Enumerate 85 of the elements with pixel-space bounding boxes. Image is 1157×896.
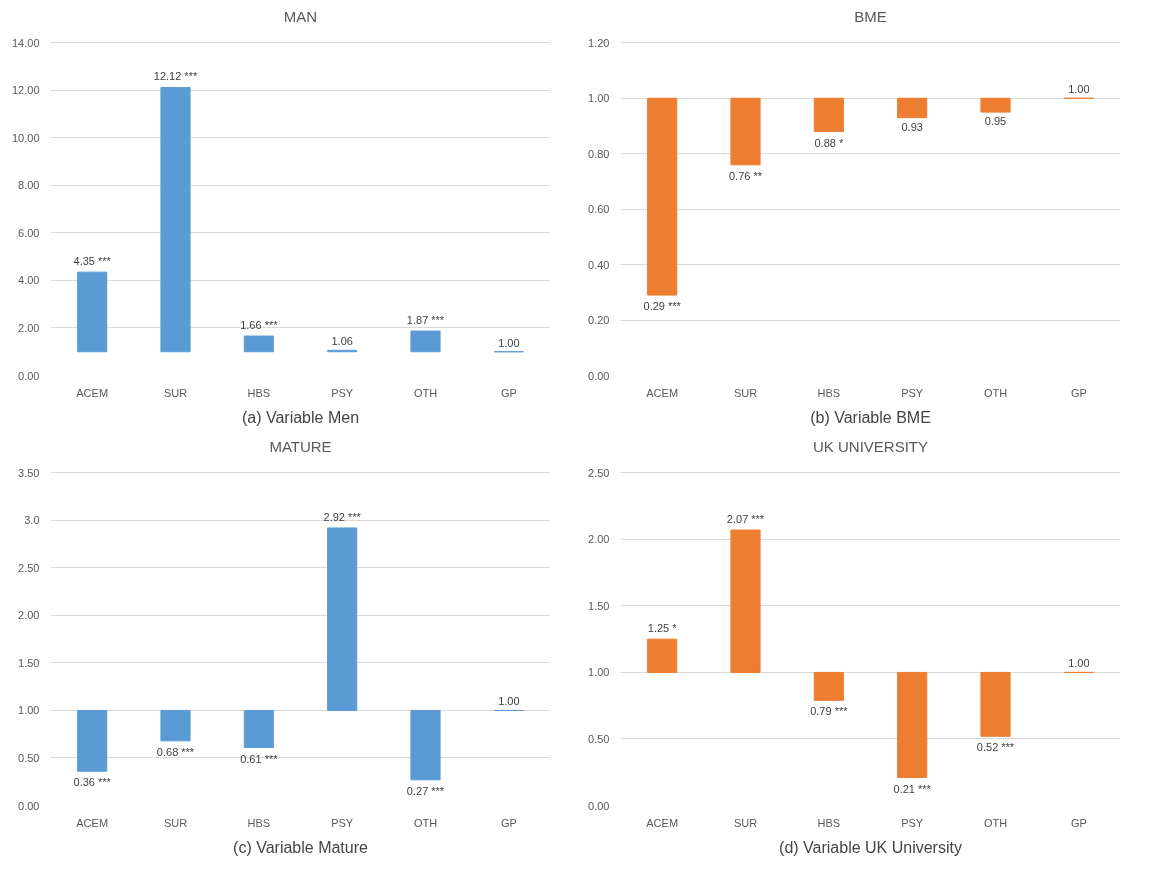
y-tick-label: 0.80 — [588, 147, 610, 160]
x-tick-label: SUR — [733, 816, 758, 829]
y-tick-label: 1.00 — [18, 704, 40, 717]
y-tick-label: 0.60 — [588, 203, 610, 216]
y-tick-label: 6.00 — [18, 226, 40, 239]
y-tick-label: 0.00 — [18, 799, 40, 812]
y-tick-label: 0.00 — [18, 369, 40, 382]
chart-title: MAN — [283, 7, 318, 25]
data-label: 1.25 * — [647, 622, 678, 635]
data-label: 1.00 — [498, 336, 520, 349]
data-label: 1.00 — [498, 695, 520, 708]
y-tick-label: 0.00 — [588, 369, 610, 382]
data-label: 2.92 *** — [323, 510, 362, 523]
data-label: 0.79 *** — [810, 705, 849, 718]
y-tick-label: 0.50 — [588, 732, 610, 745]
data-label: 1.00 — [1068, 83, 1090, 96]
y-tick-label: 3.0 — [24, 514, 40, 527]
y-tick-label: 14.00 — [11, 36, 40, 49]
data-label: 1.00 — [1068, 657, 1090, 670]
data-label: 0.95 — [984, 115, 1007, 128]
x-tick-label: PSY — [901, 816, 924, 829]
y-tick-label: 4.00 — [18, 274, 40, 287]
data-label: 0.21 *** — [893, 782, 932, 795]
y-tick-label: 8.00 — [18, 179, 40, 192]
y-tick-label: 1.50 — [18, 656, 40, 669]
x-tick-label: OTH — [983, 386, 1008, 399]
x-tick-label: OTH — [413, 386, 438, 399]
x-tick-label: ACEM — [646, 386, 679, 399]
x-tick-label: GP — [1070, 386, 1087, 399]
chart-title: BME — [854, 7, 887, 25]
y-tick-label: 2.00 — [18, 321, 40, 334]
x-tick-label: OTH — [413, 816, 438, 829]
y-tick-label: 2.50 — [588, 466, 610, 479]
data-label: 0.93 — [901, 120, 923, 133]
y-tick-label: 3.50 — [18, 466, 40, 479]
text: (d) Variable UK University — [779, 838, 962, 856]
data-label: 0.61 *** — [240, 752, 279, 765]
data-label: 0.27 *** — [406, 784, 445, 797]
x-tick-label: SUR — [733, 386, 758, 399]
y-tick-label: 1.20 — [588, 36, 610, 49]
data-label: 0.88 * — [814, 136, 844, 149]
text: (a) Variable Men — [241, 408, 360, 426]
x-tick-label: SUR — [163, 816, 188, 829]
y-tick-label: 2.00 — [18, 609, 40, 622]
data-label: 2.07 *** — [726, 513, 765, 526]
y-tick-label: 2.00 — [588, 533, 610, 546]
data-label: 4.35 *** — [73, 255, 112, 268]
text: (c) Variable Mature — [233, 838, 369, 856]
x-tick-label: GP — [1070, 816, 1087, 829]
x-tick-label: PSY — [331, 816, 354, 829]
x-tick-label: SUR — [163, 386, 188, 399]
y-tick-label: 2.50 — [18, 561, 40, 574]
data-label: 0.52 *** — [976, 741, 1015, 754]
x-tick-label: HBS — [817, 816, 841, 829]
x-tick-label: HBS — [247, 816, 271, 829]
x-tick-label: GP — [500, 816, 517, 829]
x-tick-label: OTH — [983, 816, 1008, 829]
x-tick-label: ACEM — [76, 386, 109, 399]
y-tick-label: 12.00 — [11, 84, 40, 97]
y-tick-label: 1.50 — [588, 599, 610, 612]
x-tick-label: GP — [500, 386, 517, 399]
x-tick-label: PSY — [901, 386, 924, 399]
chart-title: MATURE — [269, 437, 332, 455]
chart-title: UK UNIVERSITY — [812, 437, 929, 455]
data-label: 0.68 *** — [156, 745, 195, 758]
y-tick-label: 10.00 — [11, 131, 40, 144]
y-tick-label: 1.00 — [588, 92, 610, 105]
x-tick-label: HBS — [817, 386, 841, 399]
y-tick-label: 0.20 — [588, 314, 610, 327]
x-tick-label: ACEM — [646, 816, 679, 829]
data-label: 1.87 *** — [406, 314, 445, 327]
data-label: 12.12 *** — [153, 70, 198, 83]
text: (b) Variable BME — [810, 408, 931, 426]
x-tick-label: PSY — [331, 386, 354, 399]
data-label: 0.36 *** — [73, 776, 112, 789]
data-label: 1.06 — [331, 335, 353, 348]
data-label: 0.76 ** — [728, 169, 763, 182]
data-label: 1.66 *** — [240, 319, 279, 332]
y-tick-label: 1.00 — [588, 666, 610, 679]
x-tick-label: ACEM — [76, 816, 109, 829]
data-label: 0.29 *** — [643, 300, 682, 313]
y-tick-label: 0.40 — [588, 258, 610, 271]
x-tick-label: HBS — [247, 386, 271, 399]
y-tick-label: 0.00 — [588, 799, 610, 812]
y-tick-label: 0.50 — [18, 751, 40, 764]
